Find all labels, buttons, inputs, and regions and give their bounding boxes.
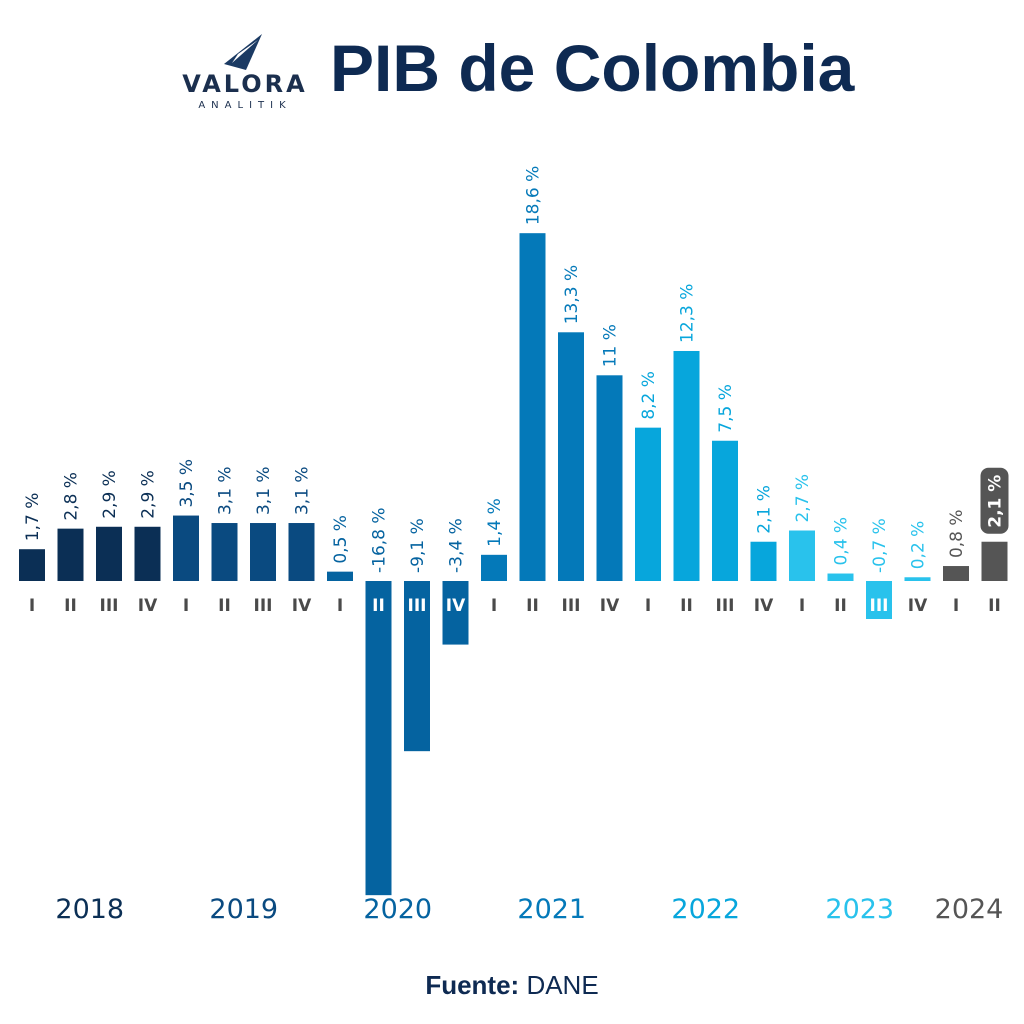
quarter-label-bg — [866, 589, 892, 619]
source-value: DANE — [526, 970, 599, 1000]
bar-2021-I — [481, 554, 507, 581]
data-label: 0,8 % — [947, 509, 967, 558]
data-label: 1,7 % — [23, 493, 43, 542]
bar-2021-IV — [596, 375, 623, 581]
quarter-label: III — [716, 596, 735, 616]
quarter-label: I — [29, 596, 35, 616]
quarter-label: IV — [138, 596, 158, 616]
quarter-label: II — [834, 596, 847, 616]
data-label: 0,5 % — [331, 515, 351, 564]
data-label: 11 % — [601, 324, 621, 367]
data-label: 1,4 % — [485, 498, 505, 547]
data-label: 3,5 % — [177, 459, 197, 508]
source-note: Fuente: DANE — [0, 970, 1024, 1001]
data-label: 8,2 % — [639, 371, 659, 420]
quarter-label: I — [645, 596, 651, 616]
bar-2022-I — [635, 427, 661, 581]
data-label: -9,1 % — [408, 518, 428, 573]
data-label: 12,3 % — [678, 284, 698, 343]
bar-2018-III — [96, 526, 122, 581]
bar-2020-I — [327, 571, 353, 581]
data-label: 0,4 % — [832, 517, 852, 566]
quarter-label: IV — [292, 596, 312, 616]
quarter-label: I — [953, 596, 959, 616]
quarter-label-bg — [442, 589, 469, 619]
quarter-label: I — [491, 596, 497, 616]
data-label: 0,2 % — [909, 521, 929, 570]
gdp-bar-chart: I 1,7 % II 2,8 % III 2,9 % IV 2,9 % I 3,5 % II 3,1 … — [0, 140, 1024, 940]
quarter-label: II — [64, 596, 77, 616]
year-label-2018: 2018 — [55, 894, 124, 925]
bar-2021-III — [558, 332, 584, 581]
logo-arrow-icon — [224, 34, 262, 70]
quarter-label: II — [218, 596, 231, 616]
source-label: Fuente: — [425, 970, 520, 1000]
data-label: 2,7 % — [793, 474, 813, 523]
data-label: 2,1 % — [755, 485, 775, 534]
quarter-label: III — [408, 596, 427, 616]
quarter-label: III — [870, 596, 889, 616]
quarter-label: II — [988, 596, 1001, 616]
data-label: 13,3 % — [562, 265, 582, 324]
quarter-label: III — [254, 596, 273, 616]
quarter-label-bg — [365, 589, 392, 619]
year-label-2021: 2021 — [517, 894, 586, 925]
quarter-label: IV — [600, 596, 620, 616]
logo-subtitle: ANALITIK — [198, 100, 292, 111]
bar-2022-II — [673, 350, 700, 581]
bar-2019-IV — [288, 523, 315, 581]
bar-2023-IV — [904, 577, 931, 581]
quarter-label: I — [183, 596, 189, 616]
data-label: 3,1 % — [293, 466, 313, 515]
bar-2024-II — [981, 541, 1008, 581]
header: VALORA ANALITIK PIB de Colombia — [0, 0, 1024, 130]
bar-2023-I — [789, 530, 815, 581]
quarter-label: IV — [446, 596, 466, 616]
quarter-label: III — [562, 596, 581, 616]
bar-2022-III — [712, 440, 738, 581]
year-label-2019: 2019 — [209, 894, 278, 925]
quarter-label: I — [799, 596, 805, 616]
quarter-label: IV — [754, 596, 774, 616]
quarter-label: III — [100, 596, 119, 616]
year-label-2022: 2022 — [671, 894, 740, 925]
bar-2018-II — [57, 528, 84, 581]
data-label: -3,4 % — [447, 518, 467, 573]
quarter-label: II — [526, 596, 539, 616]
highlight-label-bg — [980, 467, 1009, 534]
chart-title: PIB de Colombia — [330, 31, 855, 105]
data-label: 7,5 % — [716, 384, 736, 433]
quarter-label-bg — [404, 589, 430, 619]
quarter-label: II — [372, 596, 385, 616]
year-label-2024: 2024 — [935, 894, 1004, 925]
data-label: 2,9 % — [100, 470, 120, 519]
logo-wordmark: VALORA — [182, 70, 308, 98]
quarter-label: II — [680, 596, 693, 616]
bar-2019-II — [211, 523, 238, 581]
data-label: -16,8 % — [370, 507, 390, 573]
quarter-label: I — [337, 596, 343, 616]
bar-2020-II — [365, 581, 392, 896]
bar-2019-III — [250, 523, 276, 581]
data-label: 3,1 % — [254, 466, 274, 515]
data-label: 3,1 % — [216, 466, 236, 515]
data-label: 2,8 % — [62, 472, 82, 521]
data-label: -0,7 % — [870, 518, 890, 573]
bar-2022-IV — [750, 541, 777, 581]
bar-2023-II — [827, 573, 854, 581]
quarter-label: IV — [908, 596, 928, 616]
data-label-highlight: 2,1 % — [986, 475, 1006, 528]
year-label-2023: 2023 — [825, 894, 894, 925]
bar-2021-II — [519, 233, 546, 581]
valora-analitik-logo: VALORA ANALITIK — [180, 34, 310, 124]
bar-2018-IV — [134, 526, 161, 581]
year-label-2020: 2020 — [363, 894, 432, 925]
bar-2019-I — [173, 515, 199, 581]
bar-2024-I — [943, 566, 969, 581]
data-label: 18,6 % — [524, 166, 544, 225]
bar-2018-I — [19, 549, 45, 581]
data-label: 2,9 % — [139, 470, 159, 519]
